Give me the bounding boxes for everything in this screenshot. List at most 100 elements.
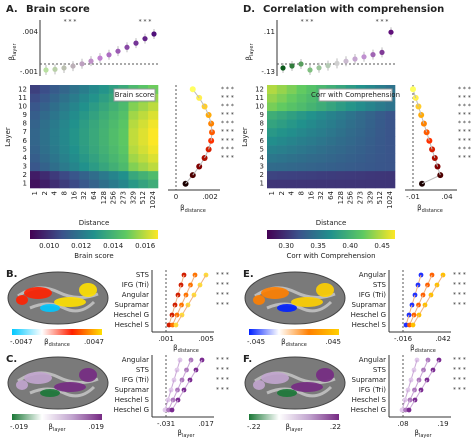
stars: * * * [221, 146, 234, 153]
heat-cell [296, 102, 307, 112]
heat-cell [326, 110, 337, 120]
heat-cell [335, 110, 347, 120]
symbol: β [180, 204, 184, 212]
connector [421, 174, 441, 185]
heat-cell [79, 153, 90, 163]
colorbar [12, 414, 102, 420]
heat-cell [365, 170, 376, 180]
point [88, 58, 94, 64]
heat-cell [39, 93, 50, 103]
heat-cell [345, 136, 356, 146]
heat-cell [49, 110, 60, 120]
x-axis-label: βlayer [414, 429, 432, 439]
subscript: distance [178, 348, 199, 354]
heat-cell [306, 136, 317, 146]
heat-cell [69, 119, 80, 129]
y-tick-label: 9 [23, 111, 27, 119]
heat-cell [385, 153, 396, 163]
heat-cell [128, 136, 139, 146]
heat-cell [385, 127, 396, 137]
heat-cell [267, 110, 278, 120]
region [253, 295, 265, 305]
region-label: Supramar [115, 386, 150, 394]
region-label: STS [136, 271, 150, 279]
heat-cell [59, 93, 70, 103]
heat-cell [276, 102, 287, 112]
heat-cell [79, 110, 90, 120]
stars: * * * [221, 103, 234, 110]
heat-cell [326, 179, 337, 189]
x-axis-label: βlayer [177, 429, 195, 439]
heat-cell [49, 93, 60, 103]
heat-cell [286, 119, 297, 129]
heat-cell [30, 136, 41, 146]
heat-cell [296, 85, 307, 94]
point [379, 49, 385, 56]
stars: * * * [216, 367, 229, 374]
x-tick-label: 329 [129, 191, 137, 204]
heat-cell [49, 153, 60, 163]
region-label: Angular [122, 356, 149, 364]
heat-cell [375, 127, 386, 137]
heat-cell [276, 93, 287, 103]
heat-cell [316, 153, 327, 163]
x-tick-label: 1024 [386, 190, 394, 208]
x-axis-label: βdistance [173, 344, 199, 354]
heat-cell [355, 136, 366, 146]
heat-cell [267, 93, 278, 103]
x-tick-label: 8 [297, 191, 305, 195]
heat-cell [118, 170, 129, 180]
heat-cell [79, 170, 90, 180]
x-tick-label: 1024 [149, 190, 157, 208]
subscript: layer [249, 43, 255, 56]
heat-cell [148, 119, 159, 129]
heat-cell [316, 110, 327, 120]
heat-cell [286, 153, 297, 163]
region-label: Angular [122, 291, 149, 299]
region [16, 295, 28, 305]
heat-cell [355, 153, 366, 163]
heat-cell [375, 153, 386, 163]
x-tick-label: 329 [366, 191, 374, 204]
colorbar-label: βlayer [285, 423, 303, 433]
heat-cell [326, 170, 337, 180]
heat-cell [375, 136, 386, 146]
region [40, 389, 60, 397]
y-tick-label: 7 [23, 128, 27, 136]
region-label: Heschel S [352, 321, 387, 329]
colorbar-tick: 0.014 [103, 242, 124, 250]
point [124, 44, 130, 50]
heat-cell [59, 127, 70, 137]
panel-label: D. [243, 4, 255, 15]
colorbar [249, 414, 339, 420]
stars: * * * [453, 302, 466, 309]
x-tick-label: 2 [41, 191, 49, 195]
y-tick-label: -.13 [261, 68, 275, 76]
heat-cell [108, 127, 119, 137]
heat-cell [148, 110, 159, 120]
heat-cell [306, 153, 317, 163]
y-axis-label: βlayer [245, 43, 255, 61]
heat-cell [138, 102, 149, 112]
region-label: Heschel S [115, 396, 150, 404]
point [162, 407, 168, 413]
heat-cell [118, 102, 129, 112]
panel-label: F. [243, 354, 252, 365]
panel-label: B. [6, 269, 17, 280]
heat-cell [138, 170, 149, 180]
x-tick-label: .001 [158, 335, 174, 343]
heat-cell [30, 93, 41, 103]
heat-cell [59, 119, 70, 129]
heat-cell [118, 145, 129, 154]
colorbar-max: .045 [325, 338, 341, 346]
x-axis-label: Distance [79, 219, 110, 227]
point [370, 52, 376, 58]
point [280, 65, 286, 71]
heat-cell [39, 170, 50, 180]
heat-cell [59, 153, 70, 163]
heat-cell [316, 162, 327, 172]
point [61, 65, 67, 71]
heat-cell [296, 162, 307, 172]
colorbar-tick: 0.012 [71, 242, 91, 250]
